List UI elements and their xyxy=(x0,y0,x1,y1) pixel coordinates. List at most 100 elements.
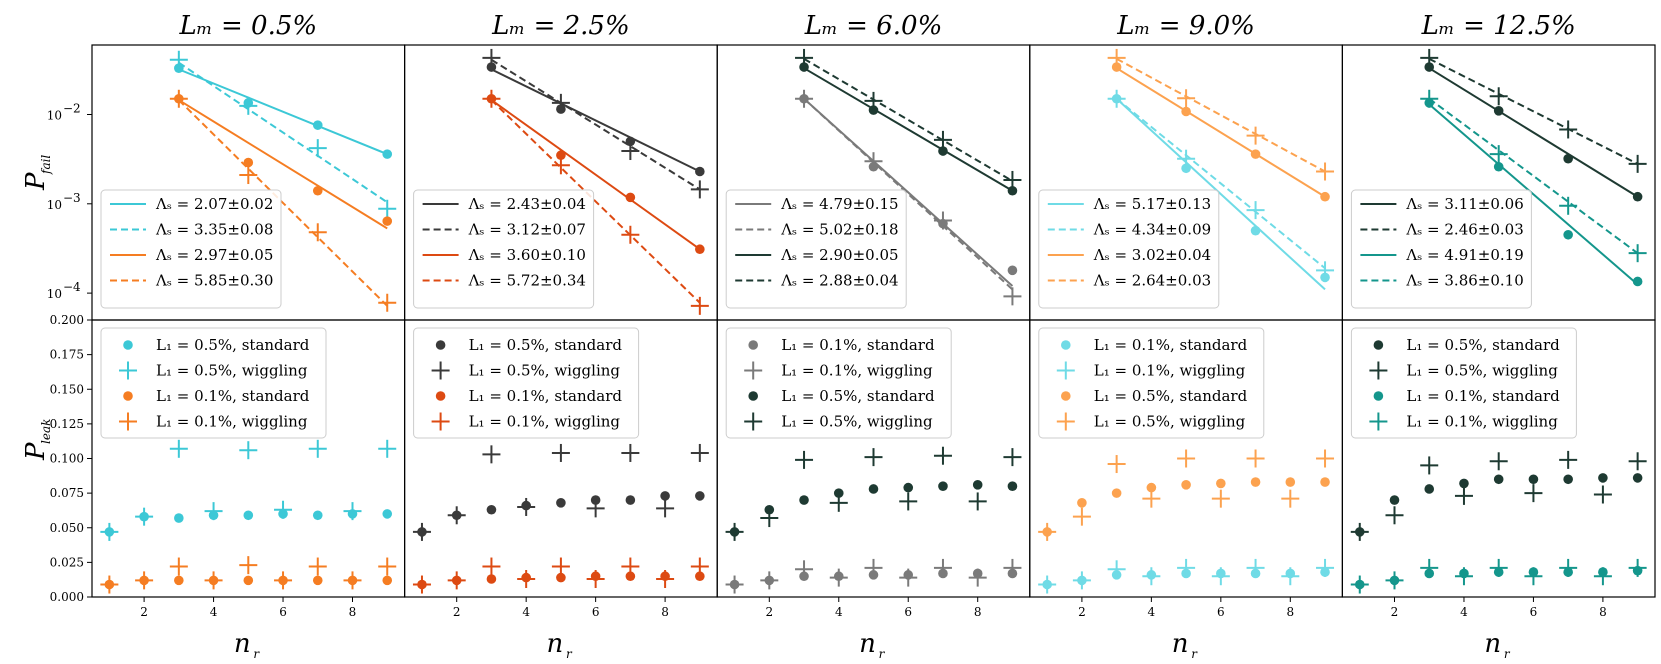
pfail-point xyxy=(690,180,709,199)
pfail-point xyxy=(1559,196,1578,215)
pleak-point xyxy=(625,495,636,505)
x-tick-label: 2 xyxy=(1078,605,1086,619)
x-tick-label: 4 xyxy=(835,605,843,619)
pfail-point xyxy=(864,152,883,171)
pleak-point xyxy=(100,575,119,594)
pfail-point xyxy=(1250,149,1261,159)
pfail-point xyxy=(482,48,501,67)
pfail-point xyxy=(1489,87,1508,106)
x-tick-label: 2 xyxy=(765,605,773,619)
legend-box xyxy=(725,327,952,439)
fit-line xyxy=(178,99,388,307)
pfail-point xyxy=(486,62,497,72)
pfail-point xyxy=(625,136,636,147)
legend-label: L₁ = 0.5%, standard xyxy=(156,336,310,354)
panel-5: Lₘ = 12.5% Λₛ = 3.11±0.06 Λₛ = 2.46±0.03 Λₛ… xyxy=(1341,11,1656,661)
legend-label: L₁ = 0.1%, standard xyxy=(1406,387,1560,405)
y-tick-label: 0.175 xyxy=(50,348,84,362)
pleak-point xyxy=(312,510,323,521)
pfail-point xyxy=(1107,48,1126,67)
pleak-point xyxy=(204,502,223,521)
x-tick-label: 4 xyxy=(210,605,218,619)
pfail-point xyxy=(1181,106,1191,117)
legend-label: Λₛ = 2.90±0.05 xyxy=(780,246,898,264)
legend-box xyxy=(1038,327,1265,439)
pfail-point xyxy=(625,192,636,203)
pfail-point xyxy=(1177,89,1196,108)
pleak-point xyxy=(621,557,640,576)
legend-label: Λₛ = 3.11±0.06 xyxy=(1405,195,1523,213)
pfail-point xyxy=(243,157,254,168)
pleak-point xyxy=(486,504,497,515)
pfail-point xyxy=(1003,170,1022,189)
fit-line xyxy=(1428,103,1639,286)
panel-title: Lₘ = 12.5% xyxy=(1421,11,1576,41)
y-tick-exp: −2 xyxy=(63,101,81,115)
legend-marker xyxy=(744,412,763,431)
legend-marker xyxy=(1061,391,1071,401)
legend-label: Λₛ = 4.79±0.15 xyxy=(780,195,898,213)
pfail-point xyxy=(1559,120,1578,139)
pfail-point xyxy=(551,93,570,112)
pleak-point xyxy=(1420,456,1439,475)
y-tick-label: 0.100 xyxy=(50,452,84,466)
legend-label: L₁ = 0.1%, wiggling xyxy=(1406,413,1558,431)
fit-line xyxy=(1428,67,1639,198)
x-axis-label: n xyxy=(547,629,564,659)
fit-line xyxy=(803,98,1014,291)
pleak-point xyxy=(1420,558,1439,577)
y-axis-label-bottom-main: P xyxy=(21,442,51,461)
pleak-point xyxy=(1246,449,1265,468)
pleak-point xyxy=(1285,477,1296,487)
fit-line xyxy=(1116,97,1326,269)
pleak-point xyxy=(586,569,605,588)
pleak-point xyxy=(1038,522,1057,541)
pleak-point xyxy=(1628,558,1647,577)
x-tick-label: 6 xyxy=(592,605,600,619)
pfail-point xyxy=(382,149,393,159)
pleak-point xyxy=(695,491,705,501)
pleak-point xyxy=(135,571,154,590)
x-tick-label: 8 xyxy=(661,605,669,619)
pfail-point xyxy=(1628,154,1647,173)
y-tick-label: 0.075 xyxy=(50,486,84,500)
legend-label: L₁ = 0.5%, standard xyxy=(781,387,935,405)
legend-marker xyxy=(431,361,450,380)
legend-marker xyxy=(1369,361,1388,380)
panel-title: Lₘ = 9.0% xyxy=(1116,11,1255,41)
y-axis-label-top-main: P xyxy=(21,172,51,191)
pfail-point xyxy=(933,130,952,149)
fit-line xyxy=(803,67,1013,192)
panel-4: Lₘ = 9.0% Λₛ = 5.17±0.13 Λₛ = 4.34±0.09 Λₛ … xyxy=(1029,11,1344,661)
pleak-point xyxy=(243,510,254,521)
fit-line xyxy=(1428,57,1639,165)
pfail-point xyxy=(1177,149,1196,168)
x-tick-label: 8 xyxy=(1599,605,1607,619)
fit-line xyxy=(178,68,388,156)
pleak-point xyxy=(239,556,258,575)
pleak-point xyxy=(382,509,393,519)
pleak-point xyxy=(517,497,536,516)
pfail-point xyxy=(169,89,188,108)
pleak-point xyxy=(556,572,566,583)
pfail-point xyxy=(1563,153,1573,164)
pleak-point xyxy=(1593,485,1612,504)
legend-label: L₁ = 0.1%, standard xyxy=(1094,336,1248,354)
pleak-point xyxy=(1003,558,1022,577)
pfail-point xyxy=(695,166,705,177)
pleak-point xyxy=(621,443,640,462)
legend-label: L₁ = 0.5%, standard xyxy=(469,336,623,354)
pleak-point xyxy=(204,571,223,590)
pfail-point xyxy=(868,105,879,115)
pfail-point xyxy=(312,120,323,130)
x-tick-label: 2 xyxy=(453,605,461,619)
x-axis-label-sub: r xyxy=(879,647,886,661)
pleak-point xyxy=(1038,575,1057,594)
y-tick-label: 10 xyxy=(47,287,62,301)
pleak-point xyxy=(169,439,188,458)
legend-box xyxy=(100,189,282,309)
pleak-point xyxy=(1281,489,1300,508)
pleak-point xyxy=(447,506,466,525)
pfail-point xyxy=(795,48,814,67)
